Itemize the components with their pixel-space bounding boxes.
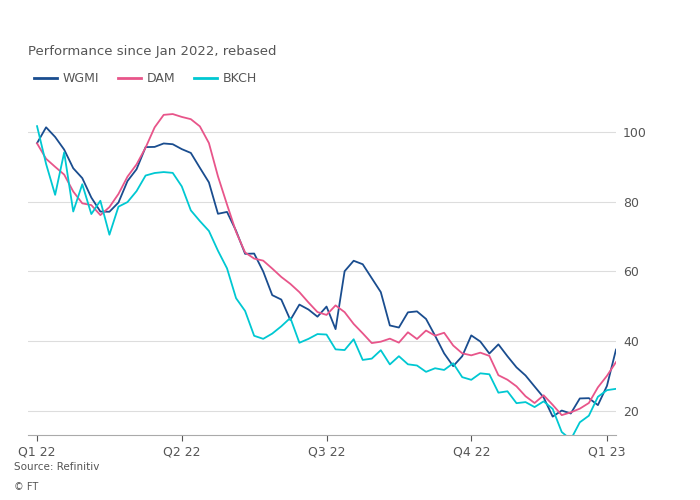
DAM	[557, 412, 566, 418]
DAM	[340, 309, 349, 315]
Line: WGMI: WGMI	[37, 128, 616, 416]
Line: BKCH: BKCH	[37, 126, 616, 440]
WGMI	[594, 402, 602, 408]
WGMI	[286, 317, 295, 323]
DAM	[612, 359, 620, 365]
WGMI	[42, 124, 50, 130]
BKCH	[612, 386, 620, 392]
Text: © FT: © FT	[14, 482, 38, 492]
Line: DAM: DAM	[37, 114, 616, 415]
WGMI	[612, 346, 620, 352]
DAM	[214, 174, 222, 180]
WGMI	[540, 394, 548, 400]
BKCH	[169, 170, 177, 176]
DAM	[540, 392, 548, 398]
BKCH	[594, 394, 602, 400]
DAM	[594, 384, 602, 390]
Text: Performance since Jan 2022, rebased: Performance since Jan 2022, rebased	[28, 45, 276, 58]
BKCH	[531, 404, 539, 410]
WGMI	[178, 146, 186, 152]
WGMI	[214, 211, 222, 217]
DAM	[286, 281, 295, 287]
DAM	[169, 111, 177, 117]
DAM	[33, 140, 41, 146]
DAM	[178, 114, 186, 120]
BKCH	[566, 436, 575, 442]
WGMI	[549, 414, 557, 420]
WGMI	[340, 268, 349, 274]
BKCH	[331, 346, 340, 352]
WGMI	[33, 140, 41, 146]
BKCH	[204, 228, 213, 234]
BKCH	[33, 123, 41, 129]
BKCH	[277, 324, 286, 330]
Legend: WGMI, DAM, BKCH: WGMI, DAM, BKCH	[34, 72, 258, 85]
Text: Source: Refinitiv: Source: Refinitiv	[14, 462, 99, 472]
